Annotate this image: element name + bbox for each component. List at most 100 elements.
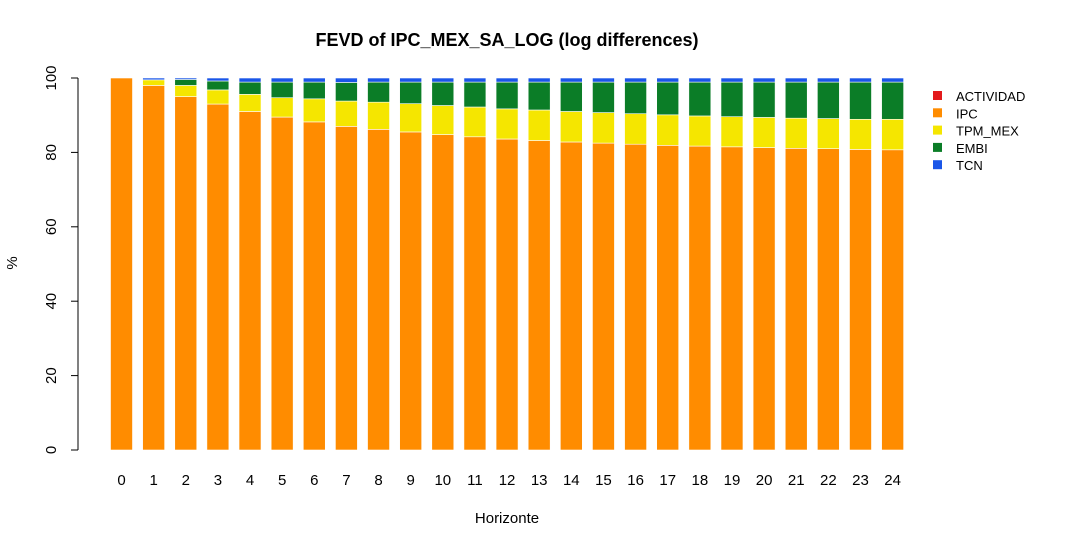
legend-swatch-tpm-mex [933, 125, 942, 135]
x-tick-label: 12 [499, 472, 516, 489]
y-tick-label: 60 [43, 218, 60, 235]
bar-segment-ipc-h4 [238, 111, 262, 451]
bar-segment-embi-h3 [206, 80, 230, 91]
x-tick-label: 17 [659, 472, 676, 489]
bars-group [110, 77, 904, 451]
bar-segment-ipc-h14 [560, 141, 583, 451]
bar-segment-tpm-mex-h12 [495, 108, 519, 140]
bar-segment-tcn-h18 [688, 77, 712, 83]
bar-segment-ipc-h20 [752, 147, 776, 451]
bar-segment-tcn-h19 [720, 77, 744, 83]
bar-segment-ipc-h22 [817, 148, 840, 451]
bar-segment-tcn-h10 [431, 77, 455, 83]
bar-segment-embi-h9 [399, 81, 422, 104]
bar-segment-tpm-mex-h9 [399, 103, 422, 133]
bar-segment-ipc-h6 [302, 121, 326, 451]
bar-segment-tpm-mex-h17 [656, 114, 680, 146]
x-tick-label: 11 [467, 472, 483, 489]
x-tick-label: 22 [820, 472, 837, 489]
x-tick-label: 6 [310, 472, 318, 489]
bar-segment-ipc-h17 [656, 145, 680, 451]
bar-segment-tcn-h2 [174, 77, 198, 80]
bar-segment-tcn-h4 [238, 77, 262, 83]
x-tick-label: 23 [852, 472, 869, 489]
x-tick-label: 7 [342, 472, 350, 489]
bar-segment-ipc-h9 [399, 131, 422, 451]
bar-segment-tpm-mex-h2 [174, 85, 198, 97]
x-axis-ticks: 0 1 2 3 4 5 6 7 8 9 10 11 12 13 14 15 16 17 18 19 20 21 22 23 24 [117, 472, 901, 489]
bar-segment-ipc-h15 [592, 142, 615, 451]
bar-segment-embi-h12 [495, 81, 519, 110]
x-tick-label: 18 [691, 472, 708, 489]
legend: ACTIVIDAD IPC TPM_MEX EMBI TCN [933, 89, 1025, 173]
bar-segment-ipc-h18 [688, 145, 712, 451]
bar-segment-tpm-mex-h23 [849, 118, 872, 150]
bar-segment-tcn-h20 [752, 77, 776, 83]
bar-segment-tcn-h9 [399, 77, 422, 83]
bar-segment-ipc-h10 [431, 134, 455, 451]
x-tick-label: 10 [434, 472, 451, 489]
bar-segment-ipc-h16 [624, 143, 647, 451]
bar-segment-embi-h20 [752, 81, 776, 118]
bar-segment-embi-h19 [720, 81, 744, 117]
legend-label-tcn: TCN [956, 158, 983, 173]
y-tick-label: 100 [43, 65, 60, 90]
bar-segment-ipc-h12 [495, 138, 519, 451]
bar-segment-ipc-h24 [881, 149, 904, 451]
x-tick-label: 24 [884, 472, 901, 489]
bar-segment-ipc-h7 [335, 126, 358, 451]
legend-label-ipc: IPC [956, 106, 978, 121]
bar-segment-ipc-h19 [720, 146, 744, 451]
bar-segment-embi-h11 [463, 81, 487, 108]
bar-segment-embi-h4 [238, 81, 262, 95]
x-tick-label: 19 [724, 472, 741, 489]
bar-segment-tpm-mex-h22 [817, 118, 840, 149]
y-axis-label: % [4, 256, 21, 269]
x-tick-label: 15 [595, 472, 612, 489]
y-tick-label: 20 [43, 367, 60, 384]
bar-segment-tcn-h3 [206, 77, 230, 82]
bar-segment-tcn-h6 [302, 77, 326, 83]
x-tick-label: 21 [788, 472, 805, 489]
bar-segment-ipc-h5 [270, 116, 294, 451]
bar-segment-tpm-mex-h13 [527, 109, 551, 141]
bar-segment-tpm-mex-h4 [238, 94, 262, 112]
bar-segment-tcn-h11 [463, 77, 487, 83]
bar-segment-ipc-h8 [367, 129, 390, 451]
bar-segment-ipc-h2 [174, 96, 198, 451]
bar-segment-tpm-mex-h21 [784, 117, 808, 149]
bar-segment-ipc-h0 [110, 77, 133, 451]
bar-segment-tpm-mex-h3 [206, 89, 230, 105]
legend-swatch-tcn [933, 160, 942, 170]
bar-segment-embi-h10 [431, 81, 455, 106]
x-tick-label: 3 [214, 472, 222, 489]
bar-segment-tpm-mex-h19 [720, 116, 744, 148]
bar-segment-tcn-h21 [784, 77, 808, 83]
bar-segment-ipc-h13 [527, 140, 551, 451]
bar-segment-tcn-h22 [817, 77, 840, 83]
legend-label-embi: EMBI [956, 141, 988, 156]
legend-swatch-actividad [933, 91, 942, 100]
bar-segment-embi-h21 [784, 81, 808, 119]
y-tick-label: 40 [43, 293, 60, 310]
x-tick-label: 5 [278, 472, 286, 489]
bar-segment-tcn-h15 [592, 77, 615, 83]
bar-segment-tpm-mex-h14 [560, 111, 583, 143]
bar-segment-tpm-mex-h18 [688, 115, 712, 147]
bar-segment-embi-h24 [881, 81, 904, 120]
legend-label-tpm-mex: TPM_MEX [956, 124, 1019, 139]
bar-segment-ipc-h3 [206, 103, 230, 451]
y-tick-label: 0 [43, 446, 60, 454]
bar-segment-tpm-mex-h6 [302, 98, 326, 123]
bar-segment-tcn-h8 [367, 77, 390, 83]
x-tick-label: 9 [406, 472, 414, 489]
bar-segment-embi-h8 [367, 81, 390, 103]
bar-segment-ipc-h21 [784, 148, 808, 451]
bar-segment-embi-h13 [527, 81, 551, 111]
bar-segment-embi-h22 [817, 81, 840, 119]
bar-segment-tpm-mex-h16 [624, 113, 647, 145]
legend-swatch-embi [933, 142, 942, 152]
bar-segment-tpm-mex-h5 [270, 97, 294, 118]
x-tick-label: 14 [563, 472, 580, 489]
